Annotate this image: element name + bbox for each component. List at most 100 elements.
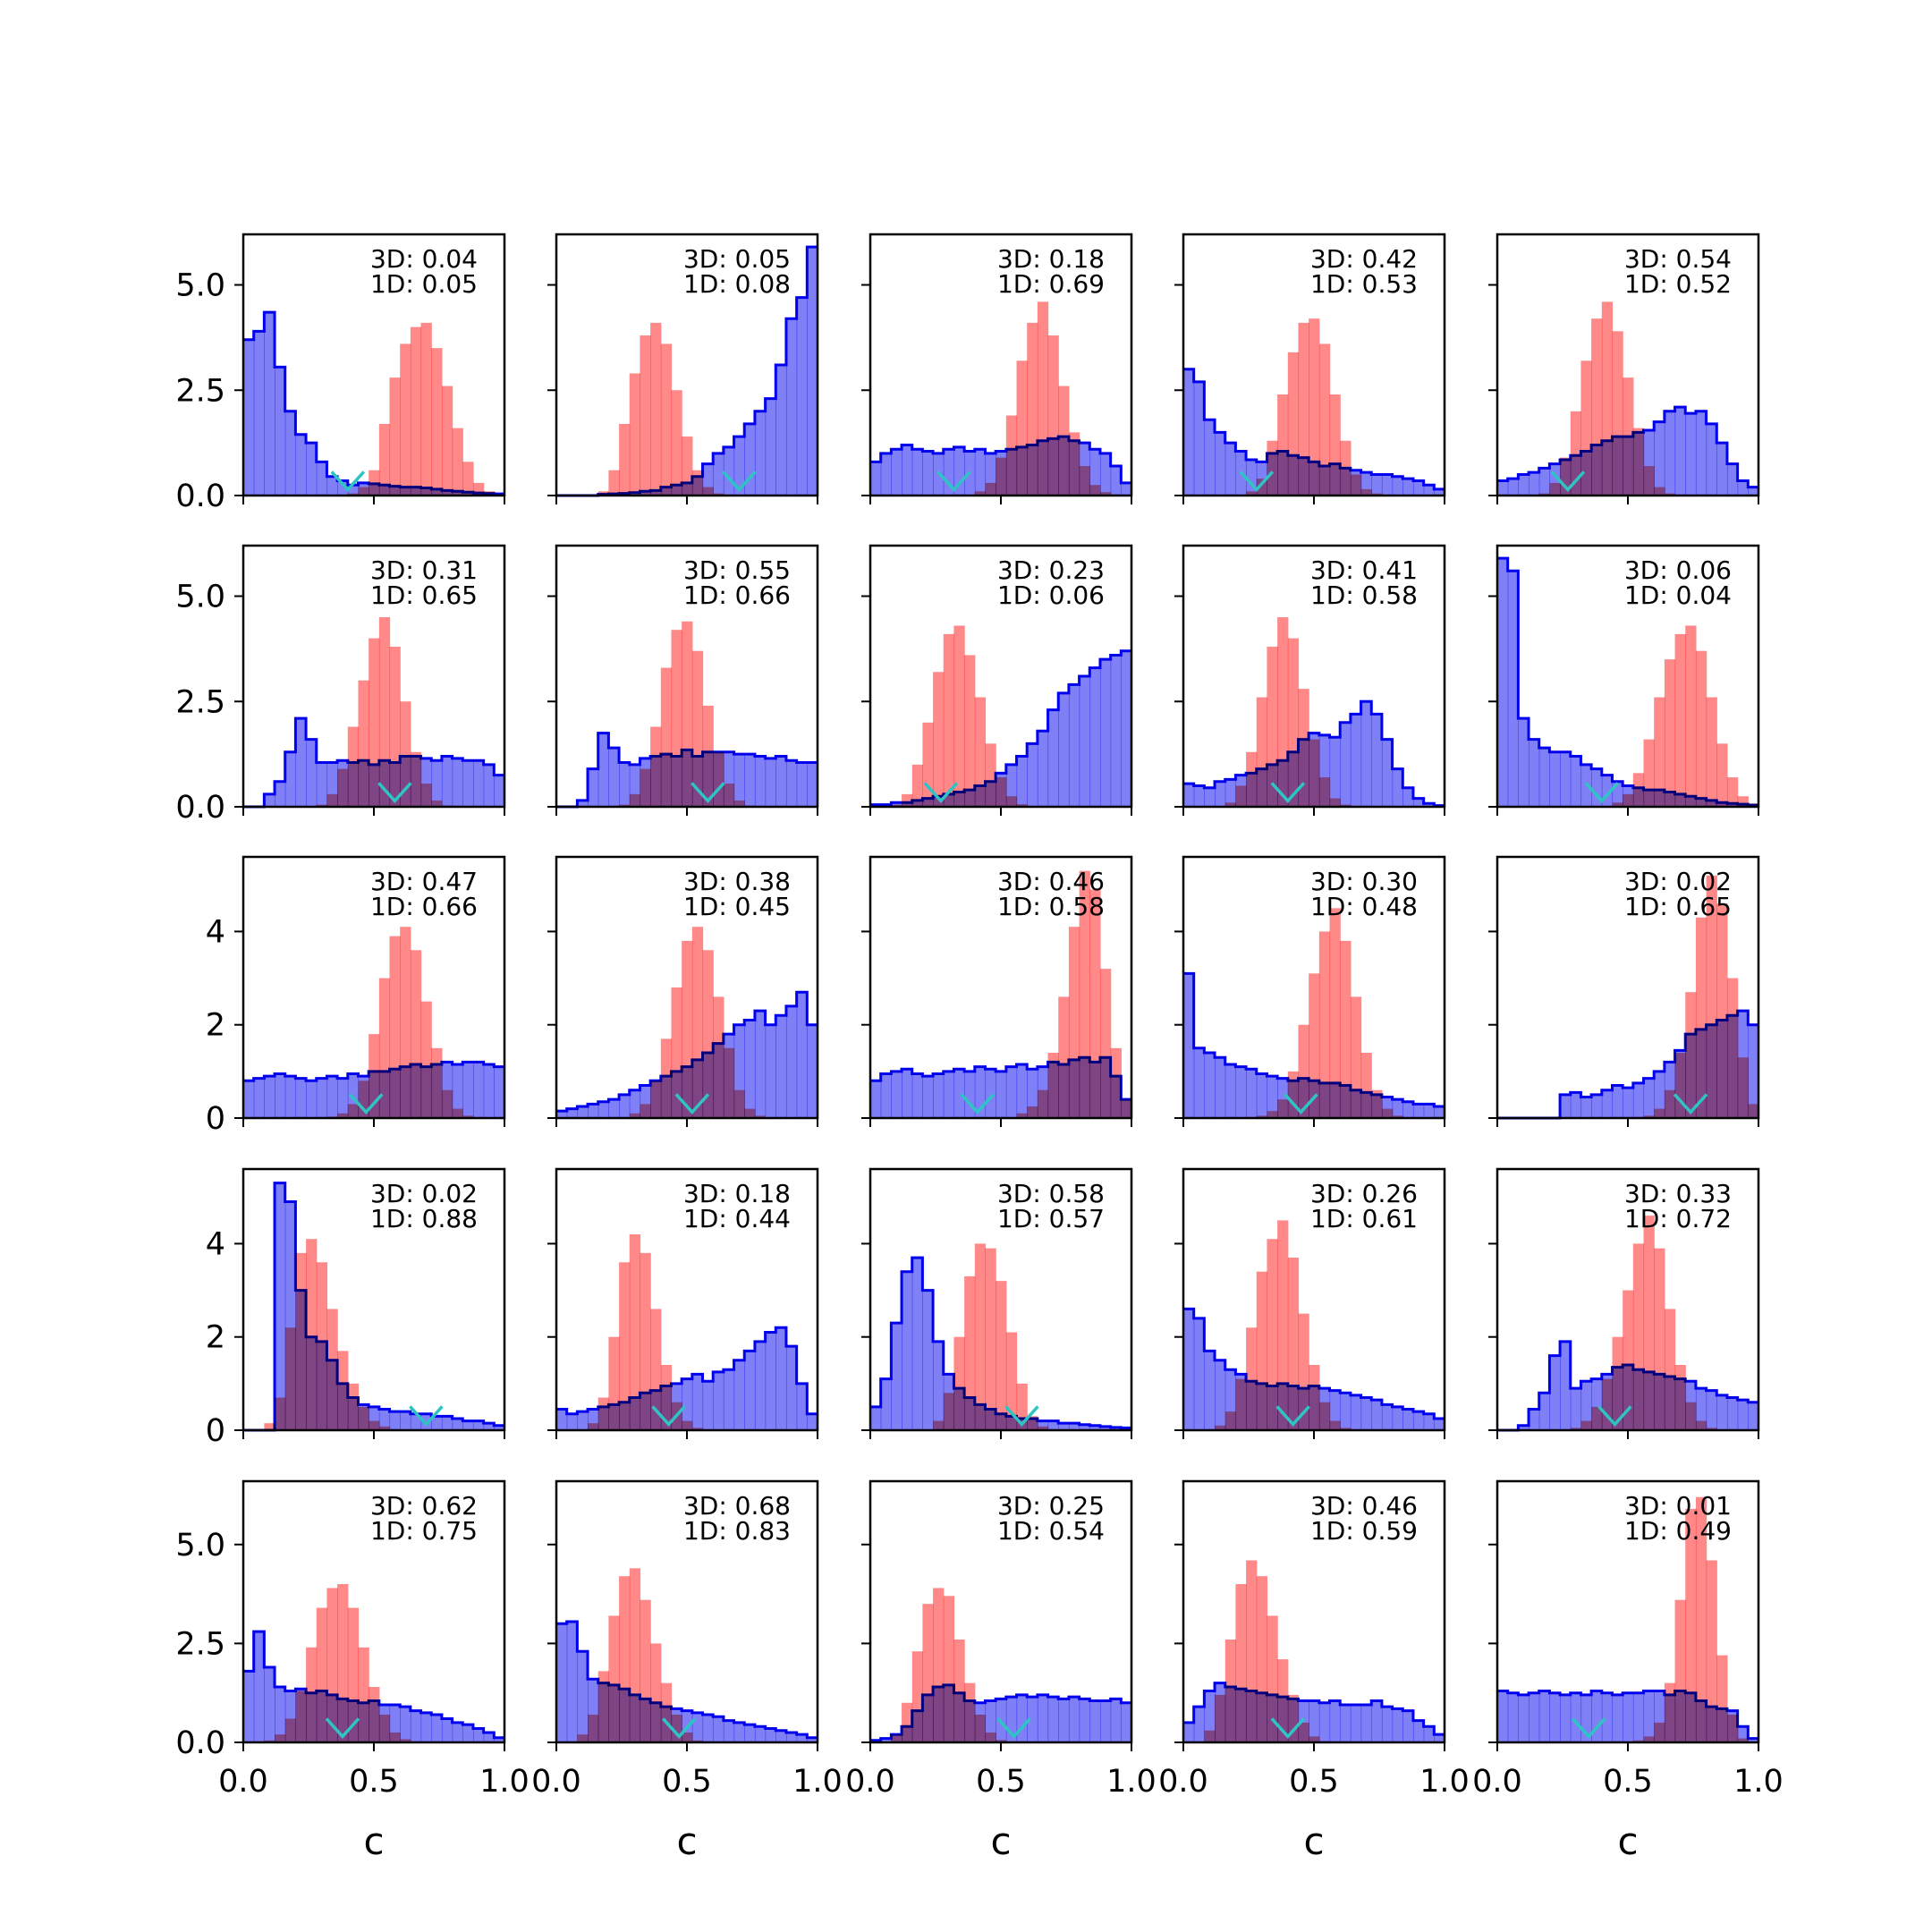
blue-bar xyxy=(608,748,620,807)
annotation-text: 3D: 0.58 xyxy=(997,1179,1105,1208)
annotation-text: 1D: 0.58 xyxy=(1310,580,1418,610)
blue-bar xyxy=(1381,1404,1394,1430)
red-bar xyxy=(597,1397,609,1430)
red-bar xyxy=(1350,474,1362,496)
blue-bar xyxy=(1392,768,1403,807)
red-bar xyxy=(1591,318,1603,496)
red-bar xyxy=(1027,1416,1038,1430)
annotation-text: 3D: 0.06 xyxy=(1624,555,1732,585)
blue-bar xyxy=(316,762,328,807)
red-bar xyxy=(1277,394,1289,496)
red-bar xyxy=(369,1420,380,1430)
blue-bar xyxy=(337,1078,349,1118)
blue-bar xyxy=(1706,1390,1717,1430)
blue-bar xyxy=(713,1371,724,1430)
x-tick-label: 1.0 xyxy=(792,1764,843,1800)
red-bar xyxy=(1287,638,1300,807)
annotation-text: 3D: 0.18 xyxy=(683,1179,791,1208)
blue-bar xyxy=(1099,1700,1112,1742)
blue-bar xyxy=(1110,466,1122,496)
blue-bar xyxy=(1737,1726,1749,1742)
red-bar xyxy=(996,1281,1007,1430)
red-bar xyxy=(1726,1715,1739,1742)
blue-bar xyxy=(243,1671,255,1742)
blue-bar xyxy=(597,1101,609,1118)
y-tick-label: 2.5 xyxy=(175,1626,225,1662)
y-tick-label: 5.0 xyxy=(175,580,225,615)
red-histogram xyxy=(347,322,505,496)
red-bar xyxy=(1643,1216,1655,1430)
blue-bar xyxy=(1193,381,1205,496)
red-bar xyxy=(1674,633,1686,807)
red-bar xyxy=(640,768,651,807)
blue-bar xyxy=(1381,739,1394,807)
blue-bar xyxy=(431,760,443,807)
blue-bar xyxy=(870,1406,882,1430)
blue-bar xyxy=(1224,443,1236,496)
red-bar xyxy=(1246,1327,1258,1430)
blue-bar xyxy=(1423,803,1435,807)
blue-bar xyxy=(1099,453,1112,496)
red-bar xyxy=(1726,978,1739,1118)
blue-bar xyxy=(1371,1700,1383,1742)
annotation-text: 1D: 0.65 xyxy=(370,580,478,610)
red-bar xyxy=(1235,1378,1247,1430)
red-bar xyxy=(1654,1722,1665,1742)
blue-bar xyxy=(744,1724,756,1742)
blue-bar xyxy=(1381,474,1394,496)
y-tick-label: 0 xyxy=(206,1413,225,1449)
red-histogram xyxy=(1005,870,1132,1118)
red-bar xyxy=(671,630,682,807)
red-bar xyxy=(1654,487,1665,496)
red-bar xyxy=(985,1732,996,1742)
blue-bar xyxy=(754,1726,767,1742)
red-bar xyxy=(1068,432,1080,496)
blue-bar xyxy=(400,1707,411,1742)
marker-v xyxy=(960,1093,996,1115)
red-bar xyxy=(597,1671,609,1742)
red-bar xyxy=(1287,352,1300,496)
red-bar xyxy=(1612,331,1623,496)
red-bar xyxy=(1298,1313,1309,1430)
blue-bar xyxy=(785,1732,798,1742)
blue-bar xyxy=(1005,1066,1018,1118)
blue-bar xyxy=(566,1622,578,1742)
red-bar xyxy=(943,1393,955,1430)
annotation-text: 1D: 0.49 xyxy=(1624,1516,1732,1546)
blue-bar xyxy=(744,423,756,496)
red-bar xyxy=(1016,1383,1028,1430)
red-bar xyxy=(1110,1047,1122,1118)
annotation-text: 3D: 0.23 xyxy=(997,555,1105,585)
blue-bar xyxy=(902,1271,913,1430)
blue-bar xyxy=(1654,1071,1665,1118)
blue-bar xyxy=(702,1381,714,1430)
red-bar xyxy=(671,390,682,496)
blue-bar xyxy=(775,1730,787,1742)
red-bar xyxy=(660,1365,673,1430)
red-bar xyxy=(452,428,463,496)
blue-bar xyxy=(796,297,808,496)
blue-bar xyxy=(462,1420,474,1430)
red-bar xyxy=(597,491,609,496)
blue-bar xyxy=(1412,480,1425,496)
red-bar xyxy=(1256,479,1268,496)
red-bar xyxy=(1309,1736,1320,1742)
red-bar xyxy=(723,1047,735,1118)
annotation-text: 3D: 0.38 xyxy=(683,867,791,896)
red-bar xyxy=(682,1420,693,1430)
red-bar xyxy=(1277,1099,1289,1118)
red-bar xyxy=(891,1734,902,1742)
red-bar xyxy=(1267,1615,1278,1742)
blue-bar xyxy=(264,793,275,807)
blue-bar xyxy=(807,762,818,807)
blue-bar xyxy=(891,1323,902,1430)
red-bar xyxy=(316,1607,328,1742)
marker-v xyxy=(936,470,971,493)
red-bar xyxy=(306,1239,318,1430)
